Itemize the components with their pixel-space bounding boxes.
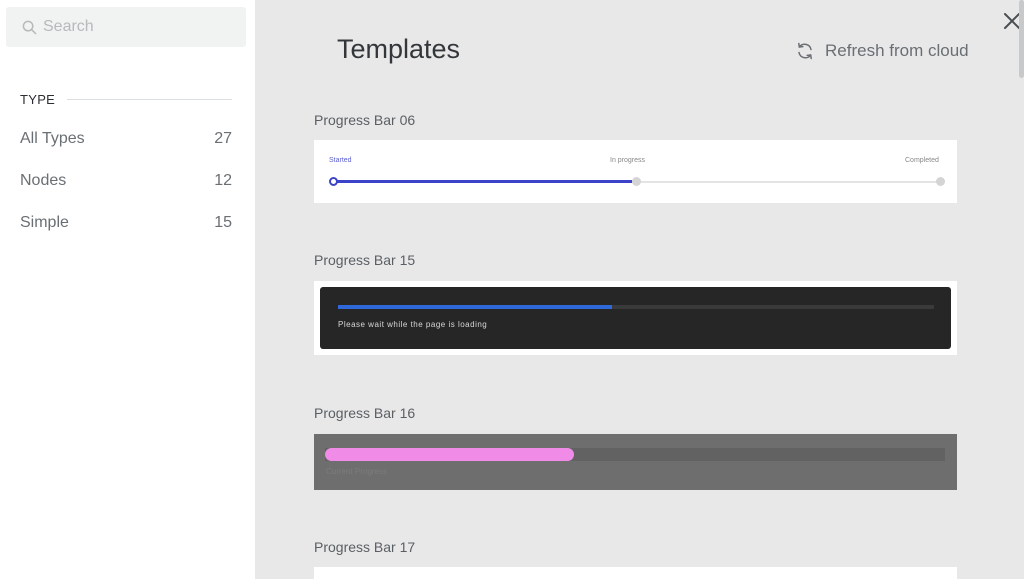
type-filter-nodes[interactable]: Nodes 12 [20,172,232,190]
template-name: Progress Bar 15 [314,252,416,268]
divider [67,99,232,100]
step-label: In progress [610,157,646,164]
progress-fill [325,448,574,461]
step-dot [329,177,338,186]
type-filter-label: All Types [20,130,85,147]
step-dot [936,177,945,186]
template-preview-progress-bar-06[interactable]: Started In progress Completed [314,140,957,203]
progress-caption: Current Progress [326,467,387,476]
refresh-icon [798,42,812,60]
sidebar: TYPE All Types 27 Nodes 12 Simple 15 [0,0,255,579]
progress-track [338,305,934,309]
type-filter-label: Simple [20,214,69,231]
type-filter-all[interactable]: All Types 27 [20,130,232,148]
type-filter-count: 12 [214,172,232,189]
step-label: Started [329,157,352,164]
type-section-header: TYPE [20,92,232,107]
template-name: Progress Bar 16 [314,405,416,421]
template-name: Progress Bar 06 [314,112,416,128]
progress-fill [333,180,632,183]
type-filter-simple[interactable]: Simple 15 [20,214,232,232]
type-section-title: TYPE [20,92,56,107]
preview-frame: Please wait while the page is loading [320,287,951,349]
type-filter-count: 15 [214,214,232,231]
type-filter-label: Nodes [20,172,67,189]
type-filter-count: 27 [214,130,232,147]
search-input[interactable] [43,18,233,36]
template-preview-progress-bar-16[interactable]: Current Progress [314,434,957,490]
progress-fill [338,305,612,309]
template-preview-progress-bar-17[interactable] [314,567,957,579]
refresh-label: Refresh from cloud [825,41,969,60]
scrollbar-thumb[interactable] [1019,0,1024,78]
template-preview-progress-bar-15[interactable]: Please wait while the page is loading [314,281,957,355]
template-name: Progress Bar 17 [314,539,416,555]
search-icon [22,20,37,34]
loading-message: Please wait while the page is loading [338,320,488,329]
search-box[interactable] [6,7,246,47]
templates-panel: Templates Refresh from cloud Progress Ba… [255,0,1024,579]
close-icon[interactable] [1002,11,1022,31]
step-dot [632,177,641,186]
page-title: Templates [337,34,461,64]
step-label: Completed [905,157,939,164]
refresh-from-cloud-button[interactable]: Refresh from cloud [795,41,969,61]
